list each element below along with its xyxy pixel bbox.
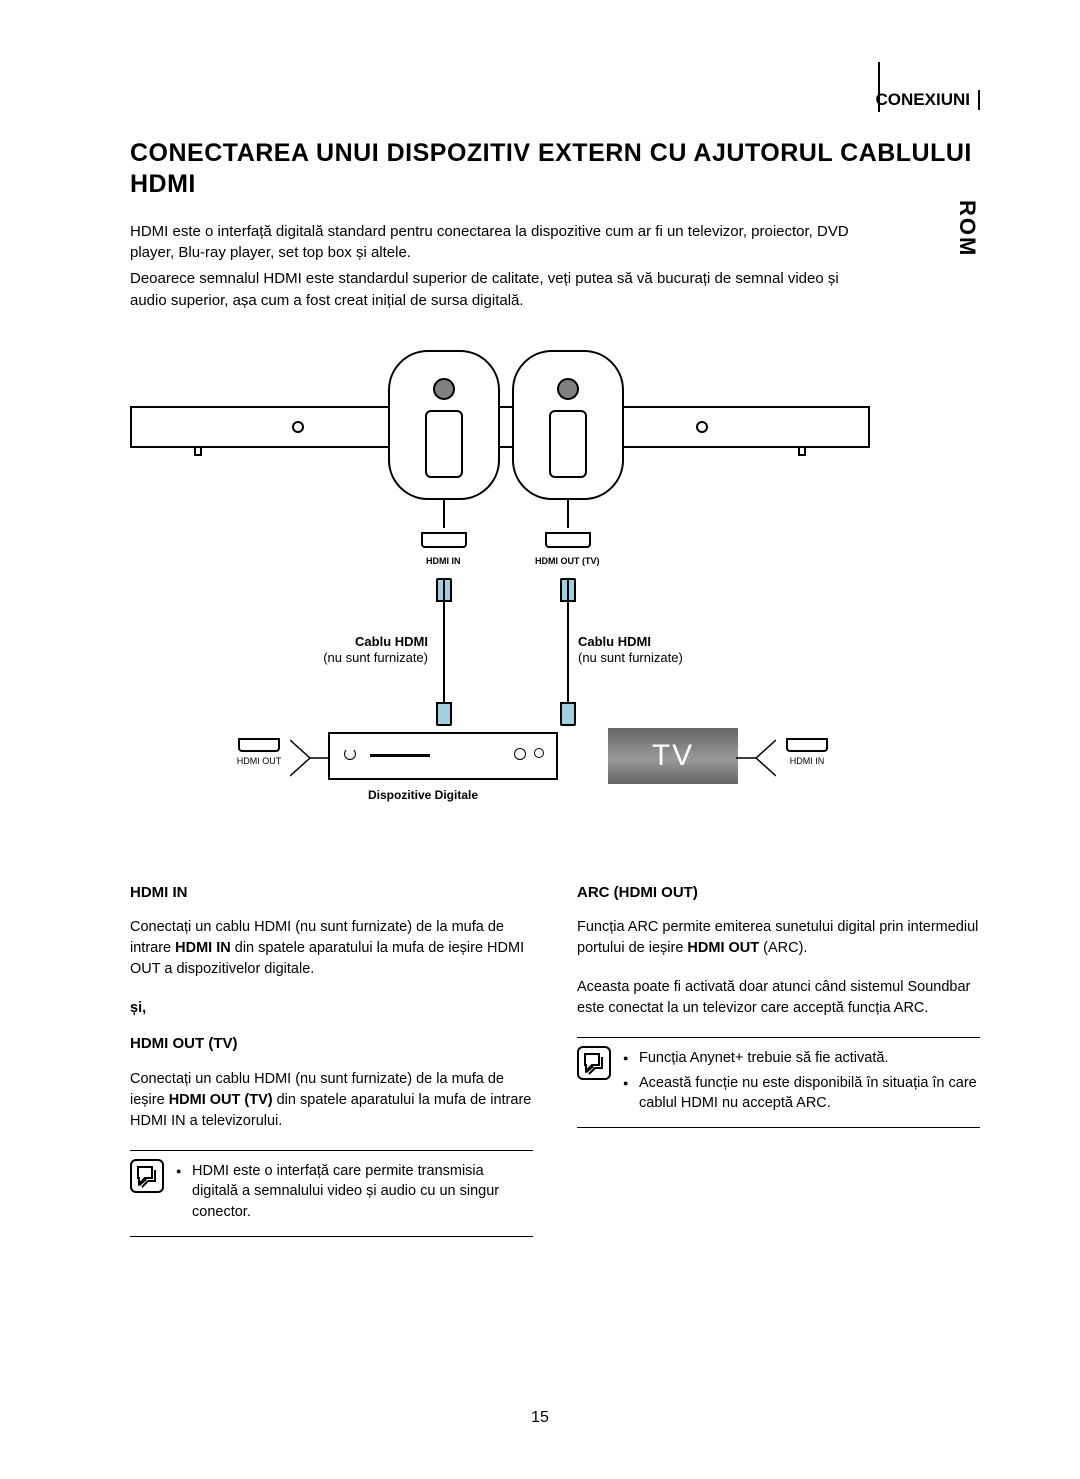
panel-port [425, 410, 463, 478]
digital-device-graphic [328, 732, 558, 780]
note-box: Funcția Anynet+ trebuie să fie activată.… [577, 1037, 980, 1128]
hdmi-in-heading: HDMI IN [130, 882, 533, 904]
cable-label-left: Cablu HDMI (nu sunt furnizate) [268, 634, 428, 668]
panel-dot [557, 378, 579, 400]
note-box: HDMI este o interfață care permite trans… [130, 1150, 533, 1237]
cable-sub: (nu sunt furnizate) [578, 650, 683, 665]
hdmi-out-panel [512, 350, 624, 500]
left-column: HDMI IN Conectați un cablu HDMI (nu sunt… [130, 882, 533, 1238]
language-tab: ROM [954, 200, 980, 257]
note-item: Această funcție nu este disponibilă în s… [623, 1073, 980, 1114]
section-header: CONEXIUNI [130, 90, 980, 110]
right-column: ARC (HDMI OUT) Funcția ARC permite emite… [577, 882, 980, 1238]
intro-text: HDMI este o interfață digitală standard … [130, 221, 870, 312]
intro-p2: Deoarece semnalul HDMI este standardul s… [130, 268, 870, 312]
hdmi-out-tv-label: HDMI OUT (TV) [535, 556, 600, 566]
and-text: și, [130, 998, 533, 1019]
small-port [545, 532, 591, 548]
hdmi-in-label: HDMI IN [426, 556, 461, 566]
connector-icon [560, 702, 576, 726]
connection-diagram: HDMI IN HDMI OUT (TV) Cablu HDMI (nu sun… [130, 342, 870, 842]
note-item: HDMI este o interfață care permite trans… [176, 1161, 533, 1222]
port-box-icon [238, 738, 280, 752]
cable-label-right: Cablu HDMI (nu sunt furnizate) [578, 634, 683, 668]
section-name: CONEXIUNI [876, 90, 978, 110]
tv-label: TV [652, 739, 694, 773]
device-detail [370, 754, 430, 757]
body-columns: HDMI IN Conectați un cablu HDMI (nu sunt… [130, 882, 980, 1238]
hdmi-in-callout: HDMI IN [774, 738, 840, 776]
tv-graphic: TV [608, 728, 738, 784]
arc-para1: Funcția ARC permite emiterea sunetului d… [577, 917, 980, 959]
hdmi-out-text: HDMI OUT [226, 756, 292, 766]
hdmi-in-text: HDMI IN [774, 756, 840, 766]
arc-heading: ARC (HDMI OUT) [577, 882, 980, 904]
page-title: CONECTAREA UNUI DISPOZITIV EXTERN CU AJU… [130, 138, 980, 201]
soundbar-graphic [130, 406, 870, 448]
device-detail [534, 748, 544, 758]
device-label: Dispozitive Digitale [368, 788, 478, 802]
note-icon [130, 1159, 164, 1193]
cable-name: Cablu HDMI [578, 634, 651, 649]
soundbar-foot [798, 446, 806, 456]
callout-line [290, 736, 330, 780]
note-icon [577, 1046, 611, 1080]
panel-port [549, 410, 587, 478]
page-number: 15 [531, 1409, 549, 1427]
cable-sub: (nu sunt furnizate) [323, 650, 428, 665]
hdmi-out-callout: HDMI OUT [226, 738, 292, 776]
hdmi-out-tv-heading: HDMI OUT (TV) [130, 1033, 533, 1055]
connector-icon [436, 702, 452, 726]
small-port [421, 532, 467, 548]
device-detail [344, 748, 356, 760]
hdmi-in-panel [388, 350, 500, 500]
port-box-icon [786, 738, 828, 752]
hdmi-in-para: Conectați un cablu HDMI (nu sunt furniza… [130, 917, 533, 980]
cable-name: Cablu HDMI [355, 634, 428, 649]
note-item: Funcția Anynet+ trebuie să fie activată. [623, 1048, 980, 1068]
soundbar-foot [194, 446, 202, 456]
arc-para2: Aceasta poate fi activată doar atunci câ… [577, 977, 980, 1019]
panel-dot [433, 378, 455, 400]
device-detail [514, 748, 526, 760]
panel-line [567, 500, 569, 528]
callout-line [736, 736, 776, 780]
intro-p1: HDMI este o interfață digitală standard … [130, 221, 870, 265]
hdmi-out-tv-para: Conectați un cablu HDMI (nu sunt furniza… [130, 1069, 533, 1132]
panel-line [443, 500, 445, 528]
